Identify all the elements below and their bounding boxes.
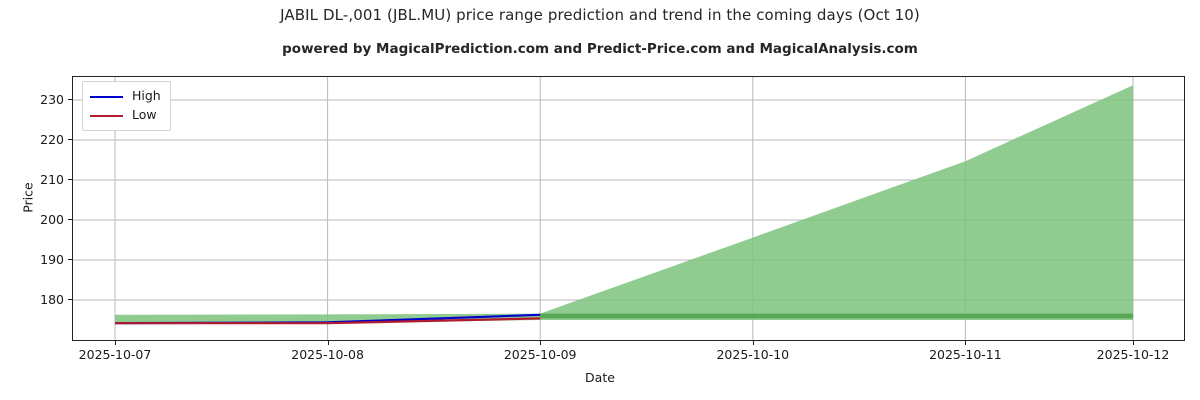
prediction-range-light	[115, 85, 1133, 324]
series-line-low	[115, 317, 541, 325]
chart-legend: High Low	[82, 81, 171, 131]
x-tick-mark-0	[115, 341, 116, 345]
x-tick-mark-5	[1133, 341, 1134, 345]
chart-subtitle: powered by MagicalPrediction.com and Pre…	[282, 41, 918, 57]
x-tick-label-5: 2025-10-12	[1096, 347, 1170, 362]
x-tick-mark-4	[965, 341, 967, 345]
y-tick-mark-3	[68, 179, 72, 180]
y-tick-label-2: 200	[40, 212, 64, 227]
x-axis-title: Date	[585, 370, 615, 385]
plot-area	[72, 76, 1185, 341]
y-tick-label-4: 220	[40, 132, 64, 147]
y-tick-mark-2	[68, 219, 72, 220]
legend-item-high: High	[90, 87, 161, 106]
y-tick-label-0: 180	[40, 292, 64, 307]
y-tick-mark-1	[68, 259, 72, 260]
series-line-group	[114, 313, 541, 325]
y-tick-label-3: 210	[40, 172, 64, 187]
y-tick-label-1: 190	[40, 252, 64, 267]
x-tick-mark-2	[540, 341, 542, 345]
x-tick-mark-1	[327, 341, 329, 345]
legend-label-low: Low	[132, 107, 157, 123]
x-tick-mark-3	[752, 341, 754, 345]
x-tick-label-4: 2025-10-11	[929, 347, 1002, 362]
plot-canvas	[73, 77, 1184, 340]
chart-title: JABIL DL-,001 (JBL.MU) price range predi…	[280, 6, 920, 24]
prediction-range-dark	[540, 313, 1133, 319]
legend-swatch-low	[90, 114, 123, 117]
legend-swatch-high	[90, 95, 123, 98]
legend-label-high: High	[132, 88, 161, 104]
y-tick-mark-4	[68, 139, 72, 140]
x-tick-label-2: 2025-10-09	[503, 347, 577, 362]
y-tick-label-5: 230	[40, 92, 64, 107]
y-axis-title: Price	[20, 182, 36, 213]
x-tick-label-3: 2025-10-10	[716, 347, 790, 362]
y-tick-mark-0	[68, 299, 72, 300]
prediction-band-group	[115, 85, 1133, 324]
y-tick-mark-5	[68, 99, 72, 100]
x-tick-label-1: 2025-10-08	[291, 347, 364, 362]
legend-item-low: Low	[90, 106, 161, 125]
x-tick-label-0: 2025-10-07	[78, 347, 152, 362]
